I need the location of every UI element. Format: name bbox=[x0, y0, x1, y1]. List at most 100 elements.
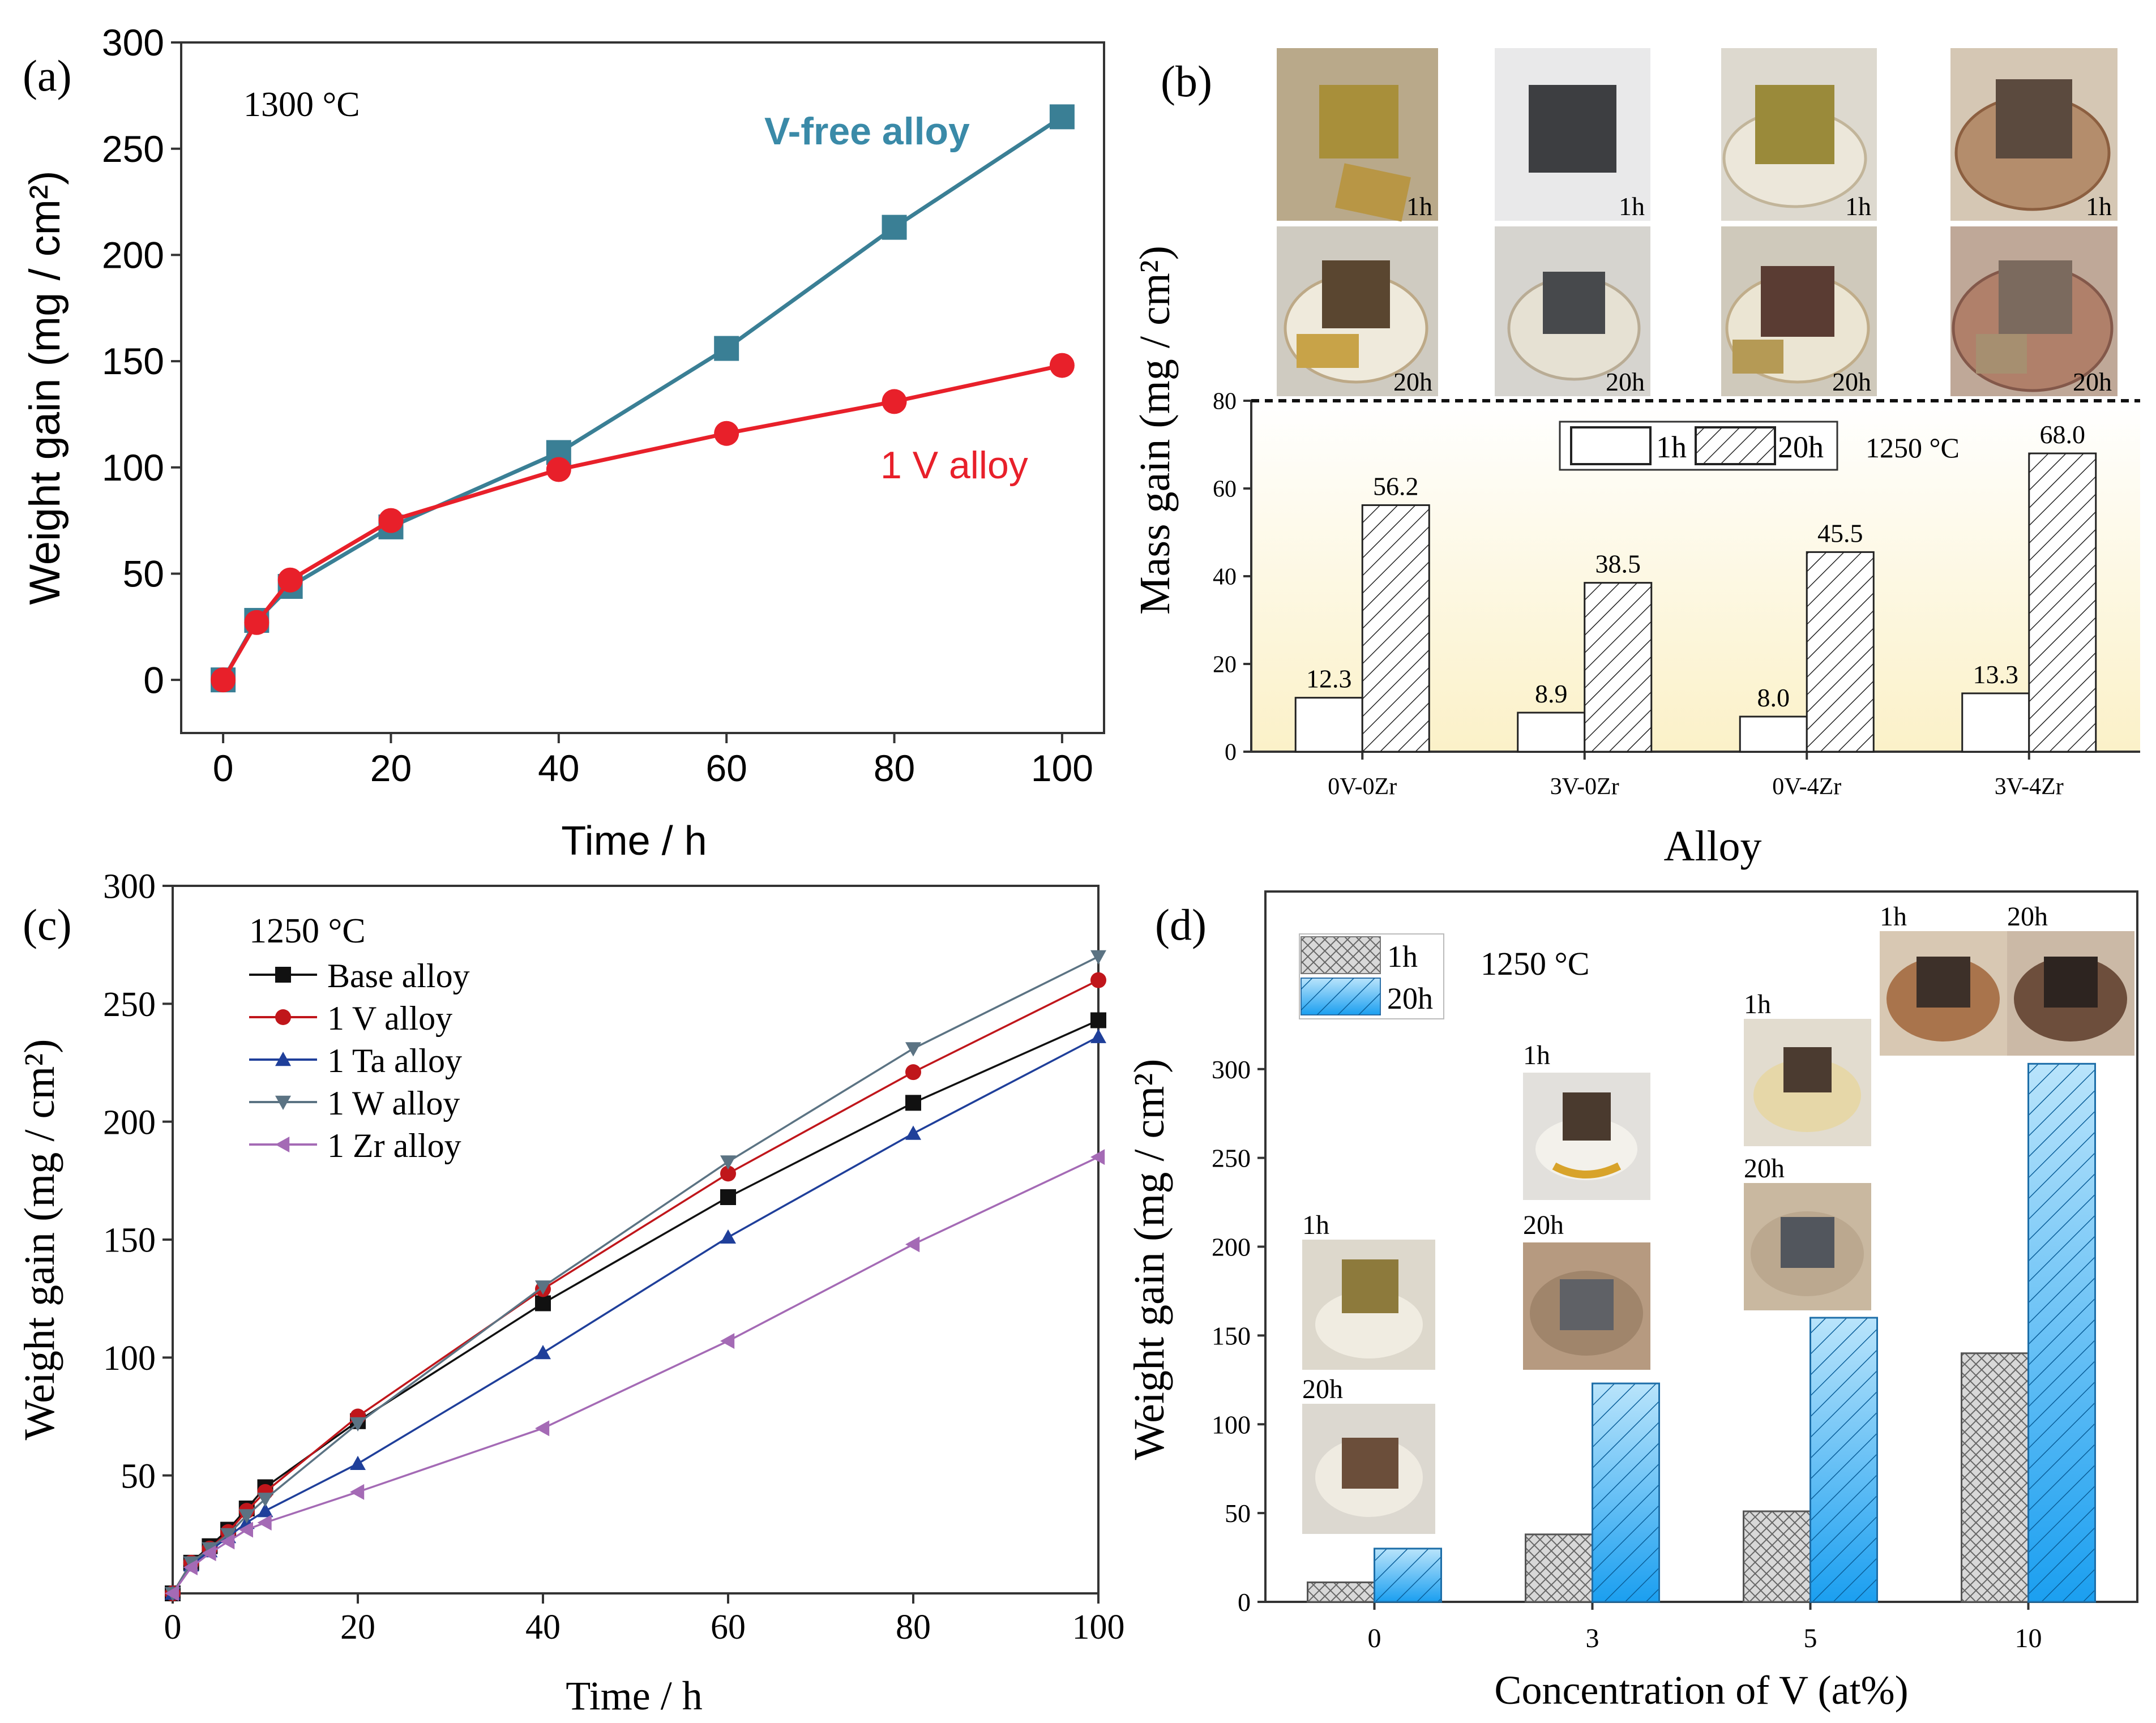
data-point bbox=[535, 1280, 551, 1295]
legend-item-1-ta-alloy: 1 Ta alloy bbox=[249, 1042, 462, 1079]
plot-area-a bbox=[180, 41, 1105, 734]
photo-0v4zr-20h: 20h bbox=[1721, 226, 1877, 396]
bar-0v-4zr-20h bbox=[1806, 551, 1875, 753]
photo-3v0zr-1h: 1h bbox=[1495, 48, 1650, 221]
bar-3v-0zr-20h bbox=[1584, 582, 1653, 753]
y-tick-label: 100 bbox=[1212, 1410, 1251, 1439]
data-point bbox=[211, 667, 236, 693]
data-point bbox=[905, 1095, 921, 1111]
legend-marker bbox=[275, 1009, 291, 1025]
data-point bbox=[238, 1509, 255, 1524]
y-tick-label: 20 bbox=[1213, 652, 1237, 678]
photo-time-label: 1h bbox=[1302, 1210, 1329, 1240]
x-tick-label: 40 bbox=[538, 747, 579, 789]
legend-label: Base alloy bbox=[327, 957, 470, 995]
bar-value-label: 45.5 bbox=[1817, 518, 1863, 547]
y-tick-label: 50 bbox=[123, 553, 164, 595]
x-axis-label-d: Concentration of V (at%) bbox=[1494, 1668, 1908, 1713]
category-label: 0V-4Zr bbox=[1772, 774, 1841, 800]
bar-value-label: 56.2 bbox=[1373, 472, 1419, 500]
series-1-zr-alloy bbox=[165, 1149, 1105, 1601]
legend-swatch-1h bbox=[1570, 426, 1652, 465]
data-point bbox=[905, 1125, 921, 1140]
data-point bbox=[905, 1236, 920, 1253]
y-axis-label-b: Mass gain (mg / cm²) bbox=[1131, 246, 1179, 615]
photo-time-label: 1h bbox=[2086, 192, 2112, 221]
y-tick-label: 200 bbox=[1212, 1233, 1251, 1262]
series-line bbox=[172, 1156, 1099, 1595]
bar-hatch bbox=[2027, 1062, 2096, 1603]
legend-label-20h: 20h bbox=[1387, 981, 1433, 1015]
panel-d: (d) 1250 °C 1h 20h 0 50 100 150 200 250 300 0 3 5… bbox=[1126, 890, 2138, 1713]
bar-0-1h bbox=[1307, 1581, 1375, 1603]
bar-hatch bbox=[1592, 1382, 1660, 1603]
data-point bbox=[257, 1503, 273, 1518]
legend-label: 1 V alloy bbox=[327, 1000, 452, 1037]
x-tick-label: 60 bbox=[705, 747, 747, 789]
panel-label-c: (c) bbox=[23, 900, 72, 949]
y-tick-label: 250 bbox=[102, 128, 164, 170]
data-point bbox=[277, 567, 303, 593]
legend-marker bbox=[275, 967, 291, 983]
category-label: 3 bbox=[1586, 1623, 1599, 1653]
bar-hatch bbox=[1374, 1548, 1442, 1603]
series-line bbox=[172, 979, 1099, 1594]
photo-0v0zr-1h: 1h bbox=[1277, 48, 1438, 222]
x-tick-label: 20 bbox=[340, 1608, 375, 1647]
data-point bbox=[720, 1155, 736, 1170]
x-tick-label: 100 bbox=[1031, 747, 1093, 789]
photo-0v4zr-1h: 1h bbox=[1721, 48, 1877, 221]
photo-3v0zr-20h: 20h bbox=[1495, 226, 1650, 396]
data-point bbox=[244, 610, 270, 635]
photo-grid-b: 1h 1h 1h 1h bbox=[1277, 48, 2118, 396]
bar-10-1h bbox=[1961, 1352, 2029, 1603]
series-base-alloy bbox=[165, 1012, 1106, 1601]
data-point bbox=[714, 421, 739, 446]
x-tick-label: 20 bbox=[370, 747, 412, 789]
x-tick-label: 0 bbox=[213, 747, 234, 789]
series-line bbox=[221, 363, 1063, 681]
photo-time-label: 20h bbox=[2073, 367, 2112, 396]
legend-d: 1h 20h bbox=[1299, 933, 1444, 1019]
series-label-1v: 1 V alloy bbox=[880, 444, 1028, 487]
series-label-v-free: V-free alloy bbox=[764, 110, 970, 153]
x-tick-label: 40 bbox=[525, 1608, 561, 1647]
photo-time-label: 1h bbox=[1744, 989, 1771, 1019]
photo-time-label: 1h bbox=[1523, 1040, 1550, 1070]
photo-3v4zr-20h: 20h bbox=[1950, 226, 2118, 396]
panel-a: (a) 1300 °C Time / h Weight gain (mg / c… bbox=[21, 22, 1105, 864]
data-point bbox=[714, 336, 739, 361]
photo-time-label: 1h bbox=[1845, 192, 1871, 221]
legend-swatch-20h bbox=[1695, 426, 1776, 465]
data-point bbox=[882, 215, 907, 240]
y-tick-label: 200 bbox=[102, 234, 164, 276]
data-point bbox=[183, 1559, 198, 1576]
data-point bbox=[378, 508, 404, 533]
y-tick-label: 300 bbox=[103, 868, 156, 906]
data-point bbox=[905, 1042, 921, 1057]
bar-value-label: 8.0 bbox=[1757, 683, 1790, 712]
photo-time-label: 20h bbox=[1832, 367, 1871, 396]
legend-item-base-alloy: Base alloy bbox=[249, 957, 470, 995]
data-point bbox=[238, 1521, 253, 1538]
bar-3v-4zr-1h bbox=[1961, 692, 2030, 753]
x-tick-label: 80 bbox=[896, 1608, 931, 1647]
y-tick-label: 200 bbox=[103, 1103, 156, 1142]
data-point bbox=[1090, 950, 1106, 965]
data-point bbox=[535, 1345, 551, 1360]
category-label: 0V-0Zr bbox=[1328, 774, 1397, 800]
bar-value-label: 8.9 bbox=[1535, 679, 1568, 708]
series-line bbox=[172, 955, 1099, 1594]
bar-0v-0zr-20h bbox=[1361, 504, 1430, 753]
bar-value-label: 68.0 bbox=[2040, 420, 2086, 449]
x-tick-label: 60 bbox=[711, 1608, 746, 1647]
data-point bbox=[720, 1229, 736, 1244]
y-tick-label: 150 bbox=[103, 1221, 156, 1260]
data-point bbox=[1090, 1149, 1105, 1165]
data-point bbox=[350, 1455, 366, 1471]
y-tick-label: 0 bbox=[1238, 1588, 1251, 1617]
photo-time-label: 1h bbox=[1880, 902, 1907, 932]
y-axis-label-c: Weight gain (mg / cm²) bbox=[16, 1039, 63, 1441]
photo-0v0zr-20h: 20h bbox=[1277, 226, 1438, 396]
